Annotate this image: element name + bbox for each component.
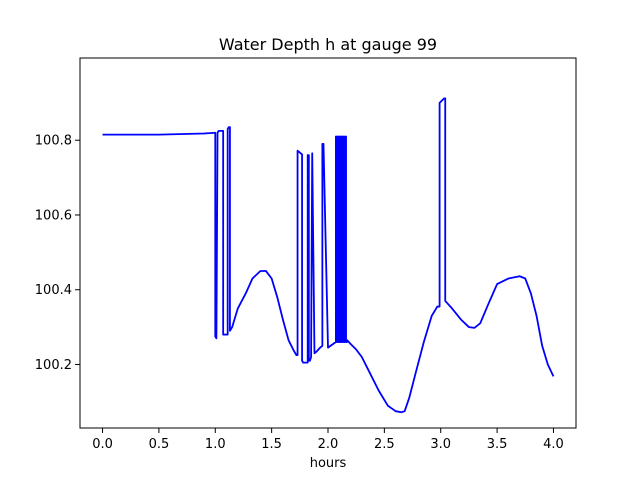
chart-title: Water Depth h at gauge 99 [219, 35, 437, 54]
x-tick-label: 3.0 [430, 437, 451, 452]
y-tick-label: 100.4 [35, 283, 72, 298]
x-tick-label: 0.0 [92, 437, 113, 452]
x-tick-label: 2.5 [374, 437, 395, 452]
x-axis-label: hours [310, 456, 347, 471]
x-tick-label: 2.0 [318, 437, 339, 452]
series-line-water-depth [102, 97, 555, 414]
y-tick-label: 100.2 [35, 358, 72, 373]
x-tick-label: 1.5 [261, 437, 282, 452]
x-tick-label: 3.5 [487, 437, 508, 452]
y-tick-label: 100.8 [35, 134, 72, 149]
x-tick-label: 1.0 [205, 437, 226, 452]
x-axis: 0.0 0.5 1.0 1.5 2.0 2.5 3.0 3.5 4.0 [92, 428, 564, 452]
x-tick-label: 4.0 [543, 437, 564, 452]
y-axis: 100.2 100.4 100.6 100.8 [35, 134, 80, 373]
x-tick-label: 0.5 [149, 437, 170, 452]
y-tick-label: 100.6 [35, 208, 72, 223]
